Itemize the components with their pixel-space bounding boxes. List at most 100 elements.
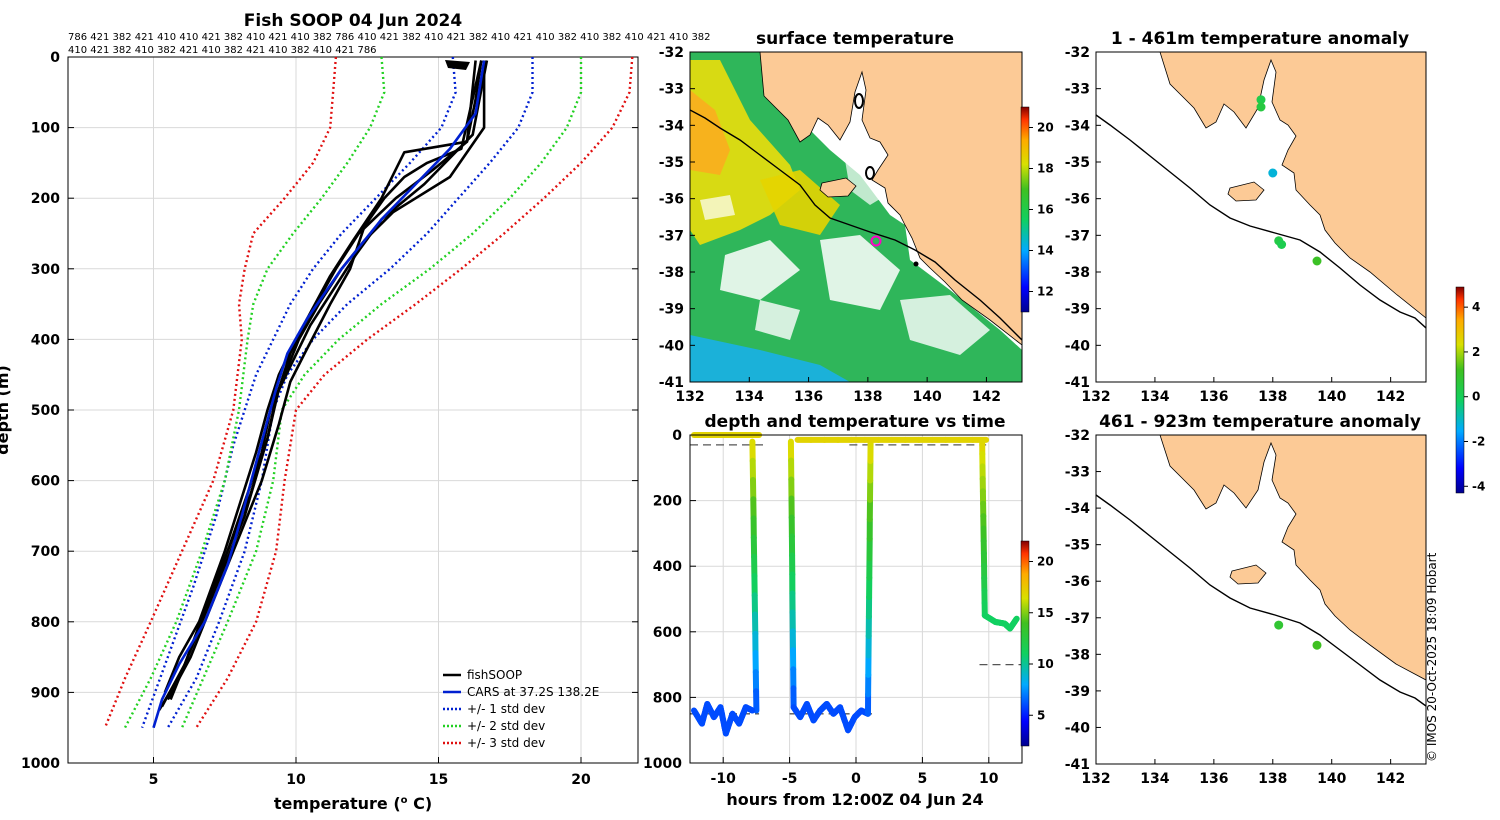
sst-map-lat-tick-label: -38: [659, 265, 684, 281]
profile-panel: Fish SOOP 04 Jun 2024 786 421 382 421 41…: [0, 11, 711, 813]
anomaly-map-1-shelf-contour: [1096, 114, 1426, 329]
profile-series-blue: [152, 60, 486, 729]
timeseries-colorbar-ticks: 5 10 15 20: [1029, 555, 1054, 722]
timeseries-colorbar-tick-label: 20: [1037, 555, 1054, 569]
anomaly-colorbar-tick-label: -4: [1472, 479, 1485, 493]
anomaly-map-2-box: [1095, 434, 1427, 765]
sst-current-position-marker: [870, 235, 882, 247]
anomaly-map-1-points: [1256, 95, 1322, 266]
timeseries-colorbar: [1020, 540, 1030, 747]
anomaly-map-1-lat-tick-label: -35: [1065, 155, 1090, 171]
profile-ytick-label: 300: [31, 262, 60, 278]
sst-track-gulf-1: [854, 93, 864, 109]
anomaly-map-2-points: [1274, 620, 1322, 650]
anomaly-map-1-lat-tick-label: -39: [1065, 302, 1090, 318]
anomaly-map-1-anomaly-point: [1277, 240, 1287, 249]
profile-lines: [103, 56, 634, 729]
anomaly-map-2-land: [1159, 435, 1426, 681]
sst-map-lat-tick-label: -32: [659, 45, 684, 61]
timeseries-ticks: -10 -5 0 5 10 0 200 400 600 800 1000: [643, 428, 999, 787]
sst-map-lon-tick-label: 136: [794, 389, 823, 405]
profile-series-std1: [166, 57, 534, 729]
profile-series-black: [169, 60, 486, 700]
sst-colorbar-tick-label: 14: [1037, 244, 1054, 258]
anomaly-map-2-lat-tick-label: -37: [1065, 611, 1090, 627]
sst-map-lat-tick-label: -33: [659, 82, 684, 98]
anomaly-colorbar: [1455, 286, 1465, 494]
anomaly-map-2-lat-tick-label: -32: [1065, 428, 1090, 444]
sst-cloud-3: [900, 295, 990, 355]
timeseries-colorbar-tick-label: 15: [1037, 606, 1054, 620]
profile-ytick-label: 600: [31, 474, 60, 490]
profile-ytick-label: 200: [31, 191, 60, 207]
sst-warm-orange: [690, 90, 730, 175]
sst-land: [759, 52, 1022, 346]
anomaly-map-2-anomaly-point: [1274, 620, 1284, 630]
timeseries-title: depth and temperature vs time: [705, 412, 1006, 432]
timeseries-xtick-label: 10: [979, 771, 999, 787]
anomaly-map-1-lon-tick-label: 138: [1258, 389, 1287, 405]
timeseries-ytick-label: 0: [672, 428, 682, 444]
anomaly-map-1-lon-tick-label: 140: [1317, 389, 1346, 405]
legend-label-std2: +/- 2 std dev: [467, 719, 545, 733]
anomaly-map-1-lat-tick-label: -36: [1065, 192, 1090, 208]
anomaly-map-2-lat-tick-label: -35: [1065, 538, 1090, 554]
profile-series-black: [160, 60, 489, 708]
sst-map-lat-tick-label: -41: [659, 375, 684, 391]
anomaly-map-2-lon-tick-label: 142: [1376, 771, 1405, 787]
anomaly-map-1-lat-tick-label: -37: [1065, 228, 1090, 244]
anomaly-map-1-panel: 1 - 461m temperature anomaly -32-33-34-3…: [1065, 29, 1427, 405]
anomaly-map-2-lat-tick-label: -33: [1065, 465, 1090, 481]
sst-map-lat-tick-label: -35: [659, 155, 684, 171]
sst-map-lat-tick-label: -39: [659, 302, 684, 318]
sst-track-point: [913, 261, 919, 267]
anomaly-map-1-anomaly-point: [1312, 256, 1322, 266]
anomaly-map-2-lat-tick-label: -38: [1065, 647, 1090, 663]
profile-xtick-label: 20: [571, 772, 591, 788]
profile-xtick-label: 15: [429, 772, 448, 788]
anomaly-map-2-shelf-contour: [1096, 494, 1426, 707]
anomaly-map-2-lat-tick-label: -34: [1065, 501, 1091, 517]
profile-legend: fishSOOP CARS at 37.2S 138.2E +/- 1 std …: [443, 668, 599, 750]
sst-map-lat-tick-label: -34: [659, 118, 685, 134]
fishsoop-surface-cluster: [445, 60, 470, 70]
profile-ytick-label: 400: [31, 332, 60, 348]
profile-series-black: [158, 60, 477, 711]
anomaly-map-1-land-mass: [1159, 52, 1426, 319]
surface-cluster-shape: [445, 60, 470, 70]
anomaly-map-2-lon-tick-label: 132: [1081, 771, 1110, 787]
sst-cool-blue: [690, 335, 850, 382]
sst-colorbar-tick-label: 18: [1037, 162, 1054, 176]
sst-map-lon-tick-label: 138: [853, 389, 882, 405]
profile-ytick-label: 800: [31, 615, 60, 631]
profile-ytick-label: 0: [50, 50, 60, 66]
profile-series-std3: [195, 56, 634, 729]
sst-colorbar: [1020, 106, 1030, 313]
profile-ytick-label: 900: [31, 685, 60, 701]
anomaly-map-1-title: 1 - 461m temperature anomaly: [1111, 29, 1409, 49]
profile-ids-row2: 410 421 382 410 382 421 410 382 421 410 …: [68, 45, 377, 56]
anomaly-map-1-lon-tick-label: 142: [1376, 389, 1405, 405]
sst-shelf-contour: [690, 109, 1022, 341]
profile-ids-row1: 786 421 382 421 410 410 421 382 410 421 …: [68, 32, 711, 43]
sst-map-panel: surface temperature -32-33-34-35-36-37-3…: [659, 29, 1054, 405]
anomaly-colorbar-tick-label: 4: [1472, 300, 1480, 314]
anomaly-map-1-lon-tick-label: 136: [1199, 389, 1228, 405]
anomaly-colorbar-tick-label: 2: [1472, 345, 1480, 359]
sst-map-lon-tick-label: 134: [735, 389, 764, 405]
legend-label-std1: +/- 1 std dev: [467, 702, 545, 716]
anomaly-map-2-lat-tick-label: -36: [1065, 574, 1090, 590]
sst-map-title: surface temperature: [756, 29, 954, 49]
timeseries-track: [691, 432, 1020, 737]
sst-colorbar-ticks: 12 14 16 18 20: [1029, 121, 1054, 299]
anomaly-map-2-lat-tick-label: -40: [1065, 720, 1091, 736]
anomaly-colorbar-tick-label: -2: [1472, 435, 1485, 449]
timeseries-xtick-label: -10: [711, 771, 737, 787]
profile-xtick-label: 5: [149, 772, 159, 788]
timeseries-ytick-label: 600: [653, 625, 682, 641]
sst-colorbar-tick-label: 20: [1037, 121, 1054, 135]
anomaly-map-1-island: [1227, 181, 1265, 202]
sst-cloud-2: [820, 235, 900, 310]
